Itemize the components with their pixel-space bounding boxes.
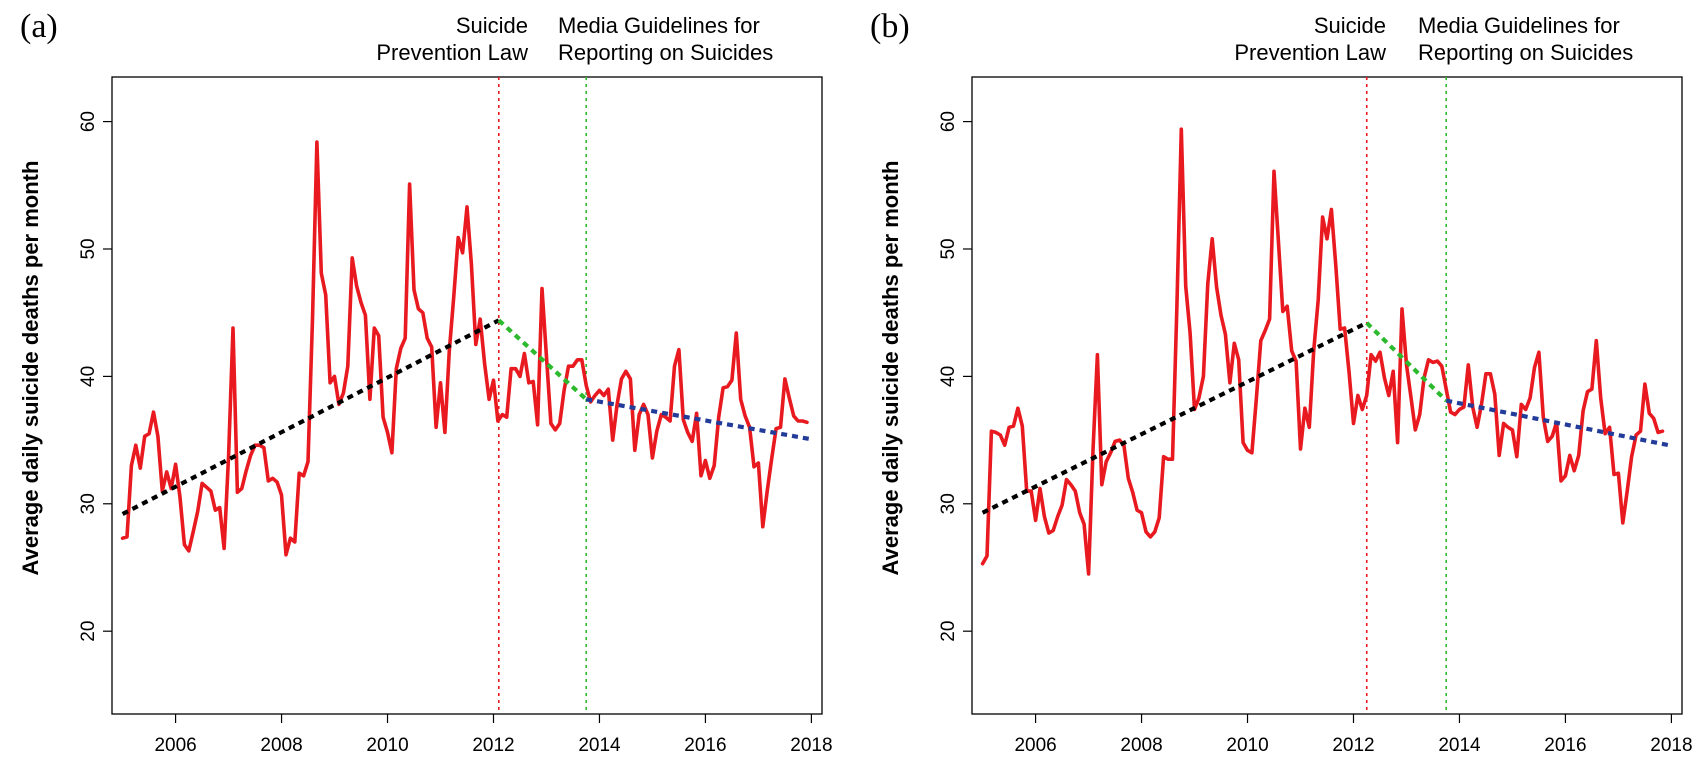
x-tick-label: 2014 [578, 735, 621, 756]
plot-frame [111, 76, 823, 715]
panel-b: (b) Average daily suicide deaths per mon… [870, 8, 1693, 756]
law-label-line-1: Suicide [1314, 13, 1386, 38]
x-tick-label: 2006 [154, 735, 196, 756]
y-tick-label: 60 [938, 111, 959, 132]
intervention-labels: Suicide Prevention Law Media Guidelines … [376, 13, 773, 65]
post-law-trend-line [497, 318, 588, 401]
pre-trend-line [121, 318, 500, 516]
x-tick-label: 2010 [366, 735, 408, 756]
plot-frame [971, 76, 1683, 715]
x-axis: 2006 2008 2010 2012 2014 2016 2018 [1014, 714, 1693, 756]
x-tick-label: 2014 [1438, 735, 1481, 756]
law-label-line-2: Prevention Law [376, 40, 528, 65]
y-axis: 20 30 40 50 60 [78, 111, 112, 642]
guideline-label-line-2: Reporting on Suicides [558, 40, 773, 65]
x-tick-label: 2016 [1544, 735, 1586, 756]
law-label-line-1: Suicide [456, 13, 528, 38]
y-tick-label: 30 [78, 493, 99, 514]
x-axis: 2006 2008 2010 2012 2014 2016 2018 [154, 714, 833, 756]
y-tick-label: 50 [78, 238, 99, 259]
observed-series-line [980, 127, 1665, 576]
x-tick-label: 2012 [472, 735, 514, 756]
panel-label: (a) [20, 8, 58, 45]
law-label-line-2: Prevention Law [1234, 40, 1386, 65]
intervention-labels: Suicide Prevention Law Media Guidelines … [1234, 13, 1633, 65]
panel-a: (a) Average daily suicide deaths per mon… [18, 8, 833, 756]
guideline-label-line-2: Reporting on Suicides [1418, 40, 1633, 65]
y-axis-label: Average daily suicide deaths per month [878, 161, 903, 576]
x-tick-label: 2008 [260, 735, 302, 756]
post-guideline-trend-line [1445, 398, 1670, 448]
x-tick-label: 2018 [790, 735, 832, 756]
guideline-label-line-1: Media Guidelines for [1418, 13, 1620, 38]
y-axis: 20 30 40 50 60 [938, 111, 972, 642]
x-tick-label: 2008 [1120, 735, 1162, 756]
y-tick-label: 20 [78, 621, 99, 642]
post-guideline-trend-line [585, 397, 810, 441]
x-tick-label: 2016 [684, 735, 726, 756]
x-tick-label: 2006 [1014, 735, 1056, 756]
x-tick-label: 2010 [1226, 735, 1268, 756]
y-tick-label: 40 [938, 366, 959, 387]
x-tick-label: 2012 [1332, 735, 1374, 756]
pre-trend-line [981, 320, 1368, 515]
y-tick-label: 50 [938, 238, 959, 259]
y-axis-label: Average daily suicide deaths per month [18, 161, 43, 576]
y-tick-label: 30 [938, 493, 959, 514]
y-tick-label: 40 [78, 366, 99, 387]
y-tick-label: 20 [938, 621, 959, 642]
panel-label: (b) [870, 8, 910, 45]
post-law-trend-line [1365, 321, 1448, 403]
y-tick-label: 60 [78, 111, 99, 132]
guideline-label-line-1: Media Guidelines for [558, 13, 760, 38]
observed-series-line [120, 140, 809, 557]
x-tick-label: 2018 [1650, 735, 1692, 756]
